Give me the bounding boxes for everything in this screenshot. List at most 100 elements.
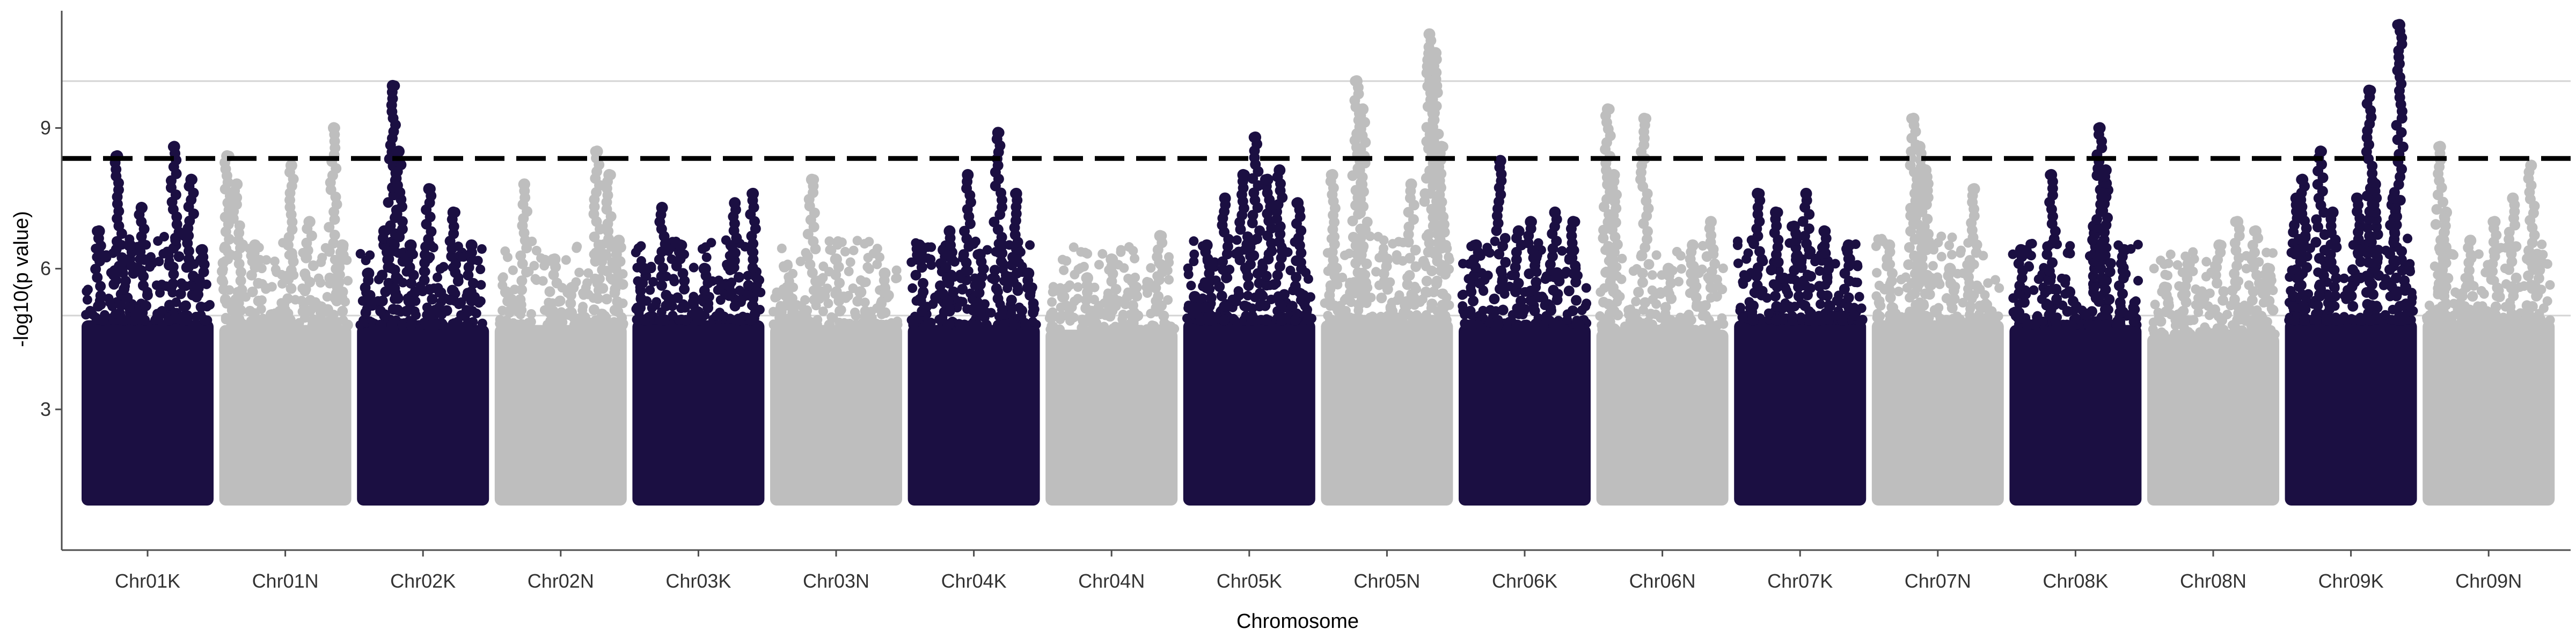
data-point: [892, 273, 902, 283]
data-point: [1856, 303, 1867, 313]
peak-point: [1886, 275, 1897, 287]
data-point: [155, 288, 165, 298]
data-point: [153, 236, 163, 246]
data-point: [2133, 276, 2143, 286]
data-point: [1124, 242, 1134, 252]
peak-point: [1012, 244, 1023, 255]
peak-point: [1793, 291, 1804, 302]
peak-point: [1104, 311, 1116, 322]
peak-point: [833, 295, 845, 306]
data-point: [2031, 320, 2041, 330]
peak-point: [1709, 258, 1721, 269]
data-point: [1897, 312, 1907, 322]
data-point: [572, 243, 582, 253]
x-tick-label: Chr09K: [2318, 570, 2384, 592]
peak-point: [246, 319, 257, 331]
peak-point: [948, 286, 959, 297]
data-point: [581, 283, 591, 293]
data-point: [1814, 266, 1825, 276]
peak-top-point: [447, 206, 459, 218]
peak-point: [672, 292, 683, 303]
peak-point: [95, 290, 106, 301]
peak-point: [199, 314, 210, 326]
peak-point: [1020, 319, 1031, 331]
data-point: [1893, 287, 1904, 297]
peak-point: [2347, 301, 2359, 312]
peak-point: [1645, 309, 1656, 320]
data-point: [1694, 268, 1704, 279]
data-point: [1166, 321, 1176, 332]
peak-point: [2297, 300, 2309, 311]
peak-point: [1291, 255, 1302, 266]
peak-point: [1839, 283, 1850, 295]
data-point: [2406, 315, 2416, 325]
peak-point: [2052, 319, 2063, 331]
chromosome-group-Chr01K: [81, 141, 215, 506]
peak-point: [661, 289, 672, 301]
peak-point: [851, 319, 862, 331]
peak-point: [1243, 280, 1254, 291]
peak-top-point: [1022, 267, 1035, 280]
peak-point: [1379, 276, 1390, 287]
data-point: [526, 317, 536, 327]
peak-point: [2179, 316, 2190, 327]
peak-point: [140, 300, 151, 311]
data-point: [498, 272, 508, 282]
peak-point: [2367, 289, 2379, 300]
data-point: [1900, 272, 1911, 282]
chromosome-group-Chr03N: [769, 173, 903, 506]
peak-point: [1440, 314, 1452, 326]
peak-point: [462, 319, 473, 331]
peak-point: [1437, 299, 1448, 311]
peak-point: [2392, 286, 2404, 297]
peak-point: [743, 280, 754, 291]
data-point: [1069, 242, 1079, 252]
peak-point: [2363, 214, 2375, 225]
data-point: [531, 246, 541, 256]
peak-point: [305, 295, 316, 306]
peak-point: [139, 314, 150, 326]
data-point: [583, 268, 594, 278]
data-point: [1539, 320, 1549, 330]
x-tick-label: Chr04N: [1078, 570, 1145, 592]
peak-point: [397, 223, 408, 235]
peak-point: [1110, 283, 1122, 295]
data-point: [261, 255, 272, 265]
peak-point: [733, 272, 744, 283]
peak-point: [430, 319, 441, 331]
data-point: [297, 306, 308, 317]
data-point: [269, 256, 280, 266]
bulk-points-Chr09K: [2285, 320, 2417, 506]
data-point: [1490, 236, 1500, 246]
peak-point: [1269, 279, 1280, 290]
peak-point: [1637, 277, 1648, 288]
peak-point: [876, 298, 887, 309]
chromosome-group-Chr05K: [1182, 131, 1316, 506]
peak-point: [634, 302, 646, 313]
data-point: [111, 309, 121, 319]
peak-point: [181, 314, 192, 326]
data-point: [848, 245, 859, 255]
peak-point: [234, 220, 245, 231]
peak-point: [1916, 252, 1928, 264]
data-point: [839, 318, 849, 328]
peak-point: [2297, 289, 2308, 301]
peak-point: [1885, 314, 1896, 326]
peak-top-point: [1357, 103, 1369, 115]
peak-top-point: [1249, 131, 1262, 143]
data-point: [1955, 314, 1965, 325]
peak-point: [2218, 286, 2229, 297]
peak-point: [725, 240, 736, 251]
peak-point: [2088, 282, 2099, 293]
data-point: [1057, 254, 1067, 265]
peak-top-point: [2507, 192, 2519, 204]
peak-point: [419, 257, 430, 268]
peak-top-point: [93, 225, 105, 237]
peak-point: [2362, 222, 2373, 233]
peak-top-point: [603, 169, 616, 181]
peak-top-point: [2394, 19, 2405, 31]
peak-point: [235, 267, 246, 278]
peak-point: [974, 287, 985, 298]
x-tick-label: Chr07K: [1767, 570, 1833, 592]
peak-point: [2100, 284, 2111, 295]
